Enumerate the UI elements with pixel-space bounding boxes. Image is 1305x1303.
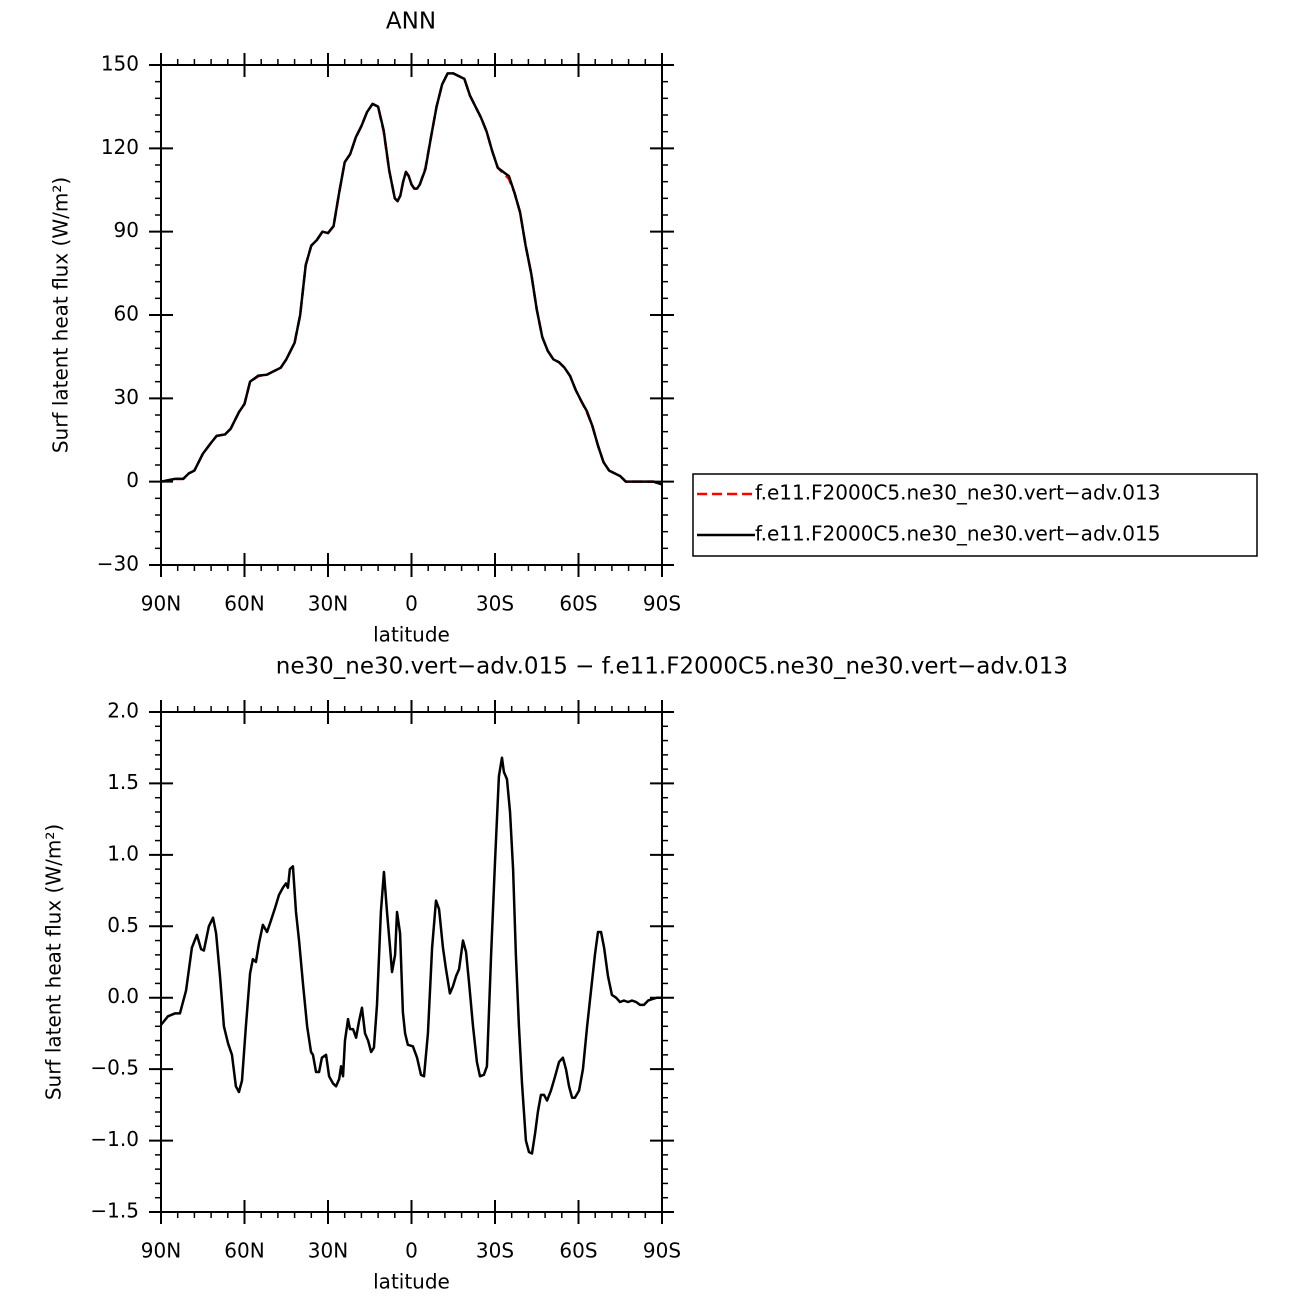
x-tick-label: 60S: [559, 1239, 597, 1263]
legend-label: f.e11.F2000C5.ne30_ne30.vert−adv.015: [755, 522, 1160, 546]
plot-frame: [160, 711, 663, 1213]
y-tick-label: −30: [97, 552, 139, 576]
x-tick-label: 30S: [476, 1239, 514, 1263]
x-tick-label: 60S: [559, 592, 597, 616]
x-tick-label: 60N: [224, 592, 264, 616]
y-tick-label: 0.5: [107, 913, 139, 937]
legend-label: f.e11.F2000C5.ne30_ne30.vert−adv.013: [755, 481, 1160, 505]
x-axis-label: latitude: [373, 623, 450, 647]
x-tick-label: 90S: [643, 1239, 681, 1263]
x-axis-label: latitude: [373, 1270, 450, 1294]
data-line: [160, 756, 662, 1155]
y-tick-label: −1.5: [90, 1199, 139, 1223]
data-line: [160, 72, 663, 486]
y-tick-label: −1.0: [90, 1127, 139, 1151]
y-axis-label: Surf latent heat flux (W/m²): [49, 177, 73, 453]
y-axis-label: Surf latent heat flux (W/m²): [42, 824, 66, 1100]
x-tick-label: 90N: [141, 1239, 181, 1263]
data-line: [160, 72, 663, 486]
y-tick-label: 60: [114, 302, 139, 326]
legend-box: [692, 473, 1258, 557]
y-tick-label: 0.0: [107, 984, 139, 1008]
x-tick-label: 30S: [476, 592, 514, 616]
y-tick-label: 90: [114, 218, 139, 242]
x-tick-label: 0: [405, 1239, 418, 1263]
chart-title: ne30_ne30.vert−adv.015 − f.e11.F2000C5.n…: [276, 654, 1068, 680]
x-tick-label: 60N: [224, 1239, 264, 1263]
x-tick-label: 0: [405, 592, 418, 616]
y-tick-label: −0.5: [90, 1056, 139, 1080]
y-tick-label: 120: [101, 135, 139, 159]
chart-title: ANN: [386, 9, 436, 35]
x-tick-label: 90N: [141, 592, 181, 616]
y-tick-label: 30: [114, 385, 139, 409]
x-tick-label: 30N: [308, 592, 348, 616]
y-tick-label: 150: [101, 52, 139, 76]
plot-frame: [160, 64, 663, 566]
x-tick-label: 90S: [643, 592, 681, 616]
x-tick-label: 30N: [308, 1239, 348, 1263]
y-tick-label: 1.0: [107, 841, 139, 865]
y-tick-label: 0: [126, 468, 139, 492]
y-tick-label: 2.0: [107, 699, 139, 723]
y-tick-label: 1.5: [107, 770, 139, 794]
